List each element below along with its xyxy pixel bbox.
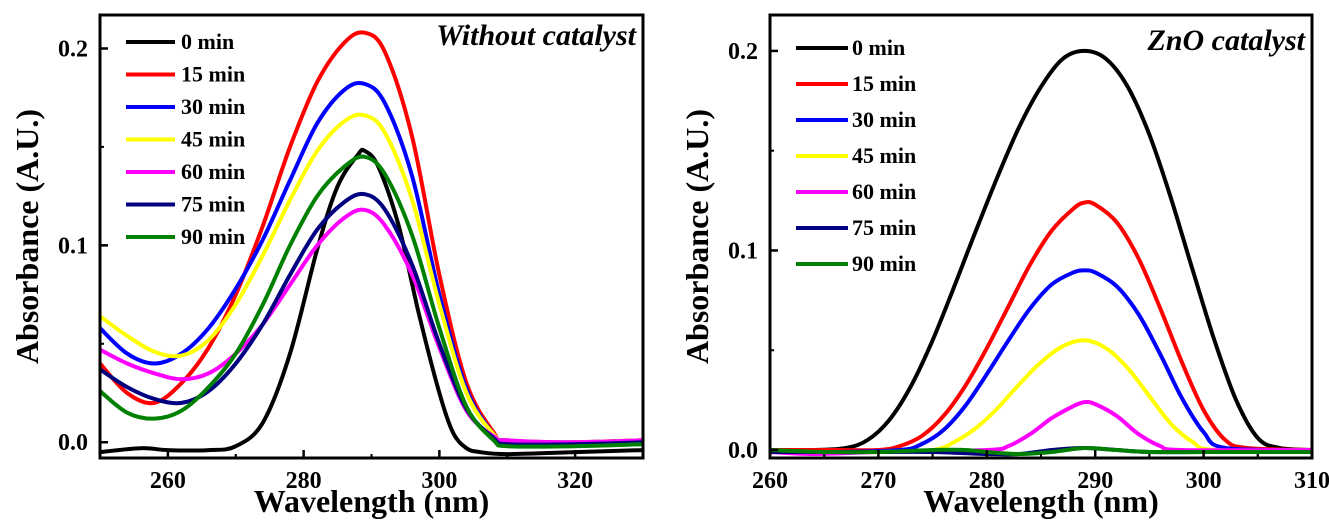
x-tick-label: 320 xyxy=(557,468,593,494)
legend-item-0-min: 0 min xyxy=(796,35,905,60)
legend-item-15-min: 15 min xyxy=(796,71,916,96)
legend-item-45-min: 45 min xyxy=(796,143,916,168)
legend-item-0-min: 0 min xyxy=(126,29,234,54)
plot-area xyxy=(100,30,643,457)
legend-item-30-min: 30 min xyxy=(126,94,245,119)
legend-label: 75 min xyxy=(852,215,916,240)
series-line-0-min xyxy=(100,147,643,457)
chart-panel-zno-catalyst: 260 270 280 290 300 310 0.0 0.1 0.2 Wavelength (n… xyxy=(679,13,1329,519)
legend-label: 15 min xyxy=(181,62,245,87)
series-line-90-min xyxy=(100,154,643,449)
legend-label: 30 min xyxy=(852,107,916,132)
series-line-15-min xyxy=(770,200,1312,453)
legend-label: 45 min xyxy=(181,127,245,152)
legend-label: 15 min xyxy=(852,71,916,96)
y-tick-label: 0.0 xyxy=(728,438,758,464)
legend-label: 60 min xyxy=(181,159,245,184)
x-tick-label: 270 xyxy=(860,468,896,494)
legend-item-75-min: 75 min xyxy=(796,215,916,240)
y-tick-label: 0.1 xyxy=(728,238,758,264)
chart-panel-without-catalyst: 260 280 300 320 0.0 0.1 0.2 Wavelength (nm) Abso… xyxy=(9,13,645,519)
legend-item-75-min: 75 min xyxy=(126,192,245,217)
legend-label: 90 min xyxy=(181,224,245,249)
legend-item-90-min: 90 min xyxy=(796,251,916,276)
series-line-30-min xyxy=(770,268,1312,455)
x-tick-label: 260 xyxy=(150,468,186,494)
x-tick-label: 280 xyxy=(969,468,1005,494)
legend-item-30-min: 30 min xyxy=(796,107,916,132)
y-axis-label: Absorbance (A.U.) xyxy=(9,109,45,364)
legend-label: 30 min xyxy=(181,94,245,119)
x-axis-label: Wavelength (nm) xyxy=(254,483,490,519)
series-line-90-min xyxy=(770,445,1312,456)
legend-label: 45 min xyxy=(852,143,916,168)
y-tick-label: 0.1 xyxy=(58,233,88,259)
x-axis-label: Wavelength (nm) xyxy=(923,483,1159,519)
x-tick-label: 290 xyxy=(1077,468,1113,494)
legend-item-60-min: 60 min xyxy=(796,179,916,204)
panel-title: Without catalyst xyxy=(436,19,637,52)
legend: 0 min 15 min 30 min 45 min 60 min 75 min 90 mi… xyxy=(126,29,245,249)
legend-label: 90 min xyxy=(852,251,916,276)
panel-title: ZnO catalyst xyxy=(1147,24,1307,57)
x-tick-label: 260 xyxy=(752,468,788,494)
y-tick-label: 0.2 xyxy=(58,36,88,62)
series-line-45-min xyxy=(770,338,1312,455)
legend-label: 75 min xyxy=(181,192,245,217)
x-tick-label: 310 xyxy=(1294,468,1329,494)
legend-item-15-min: 15 min xyxy=(126,62,245,87)
legend: 0 min 15 min 30 min 45 min 60 min 75 min 90 mi… xyxy=(796,35,916,276)
legend-item-90-min: 90 min xyxy=(126,224,245,249)
x-tick-label: 300 xyxy=(421,468,457,494)
legend-label: 60 min xyxy=(852,179,916,204)
y-tick-label: 0.2 xyxy=(728,39,758,65)
y-axis-label: Absorbance (A.U.) xyxy=(679,109,715,364)
legend-item-60-min: 60 min xyxy=(126,159,245,184)
x-tick-label: 280 xyxy=(286,468,322,494)
plot-area xyxy=(770,48,1312,457)
x-tick-label: 300 xyxy=(1186,468,1222,494)
y-tick-label: 0.0 xyxy=(58,430,88,456)
legend-item-45-min: 45 min xyxy=(126,127,245,152)
legend-label: 0 min xyxy=(181,29,234,54)
series-line-0-min xyxy=(770,48,1312,453)
legend-label: 0 min xyxy=(852,35,905,60)
